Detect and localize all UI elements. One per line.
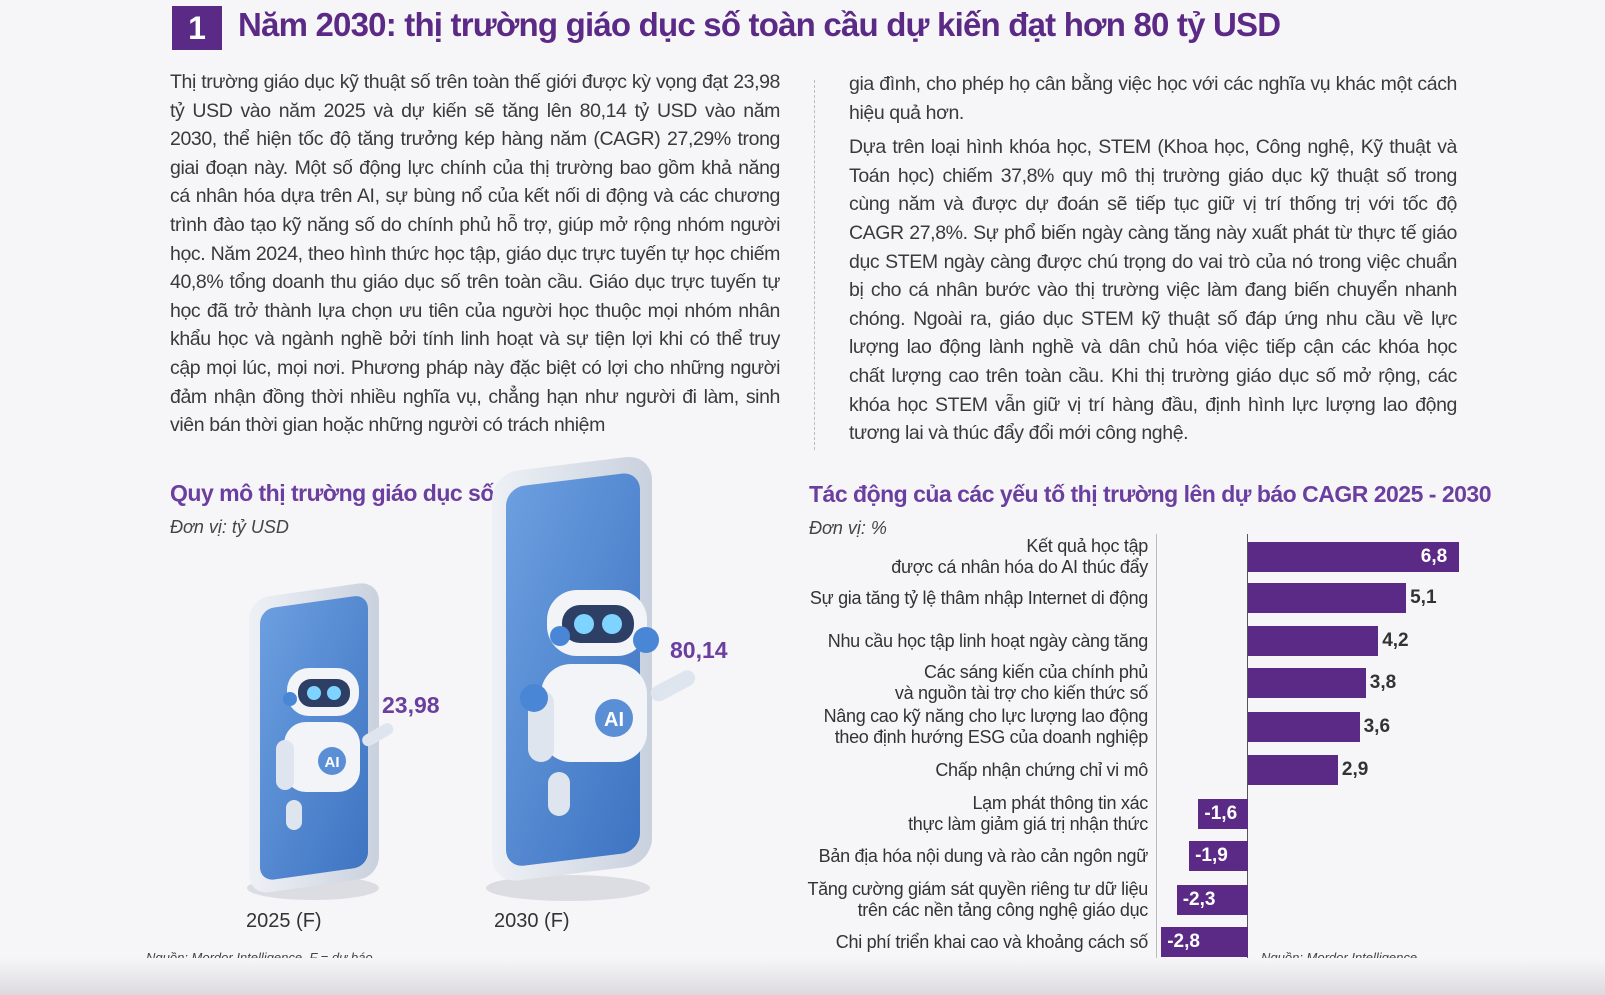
category-label: Nâng cao kỹ năng cho lực lượng lao động t…: [823, 706, 1149, 747]
category-label: Tăng cường giám sát quyền riêng tư dữ li…: [807, 879, 1148, 920]
bar: [1248, 668, 1366, 698]
phone-2025-illustration: AI: [247, 583, 394, 900]
robot-icon: AI: [520, 590, 696, 816]
svg-text:AI: AI: [325, 754, 340, 771]
bar: [1176, 885, 1248, 915]
bar: [1248, 542, 1459, 572]
category-label-2025: 2025 (F): [246, 910, 322, 932]
bar: [1248, 712, 1360, 742]
category-label: Chấp nhận chứng chỉ vi mô: [935, 759, 1148, 780]
bar: [1248, 583, 1407, 613]
cagr-impact-chart-title: Tác động của các yếu tố thị trường lên d…: [809, 481, 1492, 507]
page-title: Năm 2030: thị trường giáo dục số toàn cầ…: [238, 6, 1281, 43]
bar-value-label: -2,8: [1167, 931, 1200, 952]
article-column-1: Thị trường giáo dục kỹ thuật số trên toà…: [170, 68, 780, 440]
section-number-badge: 1: [172, 6, 222, 50]
category-label: Kết quả học tập được cá nhân hóa do AI th…: [891, 536, 1148, 577]
phone-2030-illustration: AI: [486, 456, 696, 901]
article-paragraph: gia đình, cho phép họ cân bằng việc học …: [849, 73, 1457, 124]
market-size-unit: Đơn vị: tỷ USD: [170, 517, 289, 537]
column-divider: [814, 80, 815, 450]
bar-value-label: 6,8: [1420, 546, 1448, 567]
bar: [1161, 927, 1248, 957]
category-label: Các sáng kiến của chính phủ và nguồn tài …: [894, 662, 1148, 703]
value-label-2030: 80,14: [670, 637, 728, 663]
svg-text:AI: AI: [604, 709, 624, 731]
bar: [1248, 626, 1379, 656]
robot-icon: AI: [276, 668, 394, 830]
bar-value-label: 2,9: [1341, 759, 1369, 780]
value-label-2025: 23,98: [382, 692, 440, 718]
category-label: Chi phí triển khai cao và khoảng cách số: [835, 931, 1149, 952]
category-label: Nhu cầu học tập linh hoạt ngày càng tăng: [827, 630, 1149, 651]
bar-value-label: 5,1: [1410, 587, 1437, 608]
bar-value-label: -2,3: [1182, 889, 1216, 910]
bar-value-label: 3,6: [1363, 716, 1391, 737]
cagr-impact-unit: Đơn vị: %: [809, 518, 887, 538]
article-paragraph: Thị trường giáo dục kỹ thuật số trên toà…: [170, 71, 780, 437]
label-separator-line: [1156, 534, 1157, 963]
category-label: Lạm phát thông tin xác thực làm giảm giá …: [908, 793, 1148, 834]
bar-value-label: 4,2: [1382, 630, 1409, 651]
zero-axis-line: [1247, 534, 1248, 963]
category-label: Bản địa hóa nội dung và rào cản ngôn ngữ: [818, 845, 1149, 866]
bar: [1198, 799, 1248, 829]
category-label: Sự gia tăng tỷ lệ thâm nhập Internet di …: [809, 587, 1148, 608]
bar-value-label: -1,9: [1195, 845, 1228, 866]
bar-value-label: -1,6: [1204, 803, 1238, 824]
category-label-2030: 2030 (F): [494, 910, 570, 932]
bar: [1248, 755, 1338, 785]
article-column-2: gia đình, cho phép họ cân bằng việc học …: [849, 70, 1457, 448]
bar: [1189, 841, 1248, 871]
bottom-shadow: [0, 958, 1605, 995]
article-paragraph: Dựa trên loại hình khóa học, STEM (Khoa …: [849, 136, 1457, 445]
bar-value-label: 3,8: [1369, 672, 1397, 693]
